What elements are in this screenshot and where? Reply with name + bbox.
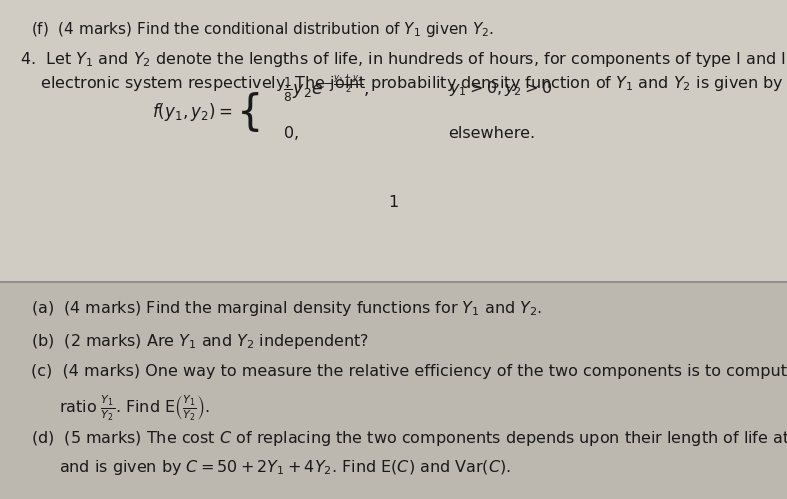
Text: $\{$: $\{$ (236, 90, 260, 134)
Text: (d)  (5 marks) The cost $C$ of replacing the two components depends upon their l: (d) (5 marks) The cost $C$ of replacing … (31, 429, 787, 448)
Text: electronic system respectively. The joint probability density function of $Y_1$ : electronic system respectively. The join… (20, 74, 783, 93)
Bar (0, 0, 787, 282)
Text: $0,$: $0,$ (283, 124, 299, 142)
Text: (a)  (4 marks) Find the marginal density functions for $Y_1$ and $Y_2$.: (a) (4 marks) Find the marginal density … (31, 299, 543, 318)
Text: (f)  (4 marks) Find the conditional distribution of $Y_1$ given $Y_2$.: (f) (4 marks) Find the conditional distr… (31, 20, 494, 39)
Text: ratio $\frac{Y_1}{Y_2}$. Find $\mathrm{E}\left(\frac{Y_1}{Y_2}\right)$.: ratio $\frac{Y_1}{Y_2}$. Find $\mathrm{E… (59, 393, 209, 423)
Text: $y_1 > 0, y_2 > 0$: $y_1 > 0, y_2 > 0$ (449, 79, 552, 98)
Text: 4.  Let $Y_1$ and $Y_2$ denote the lengths of life, in hundreds of hours, for co: 4. Let $Y_1$ and $Y_2$ denote the length… (20, 50, 787, 69)
Bar (0, 282, 787, 499)
Text: (b)  (2 marks) Are $Y_1$ and $Y_2$ independent?: (b) (2 marks) Are $Y_1$ and $Y_2$ indepe… (31, 332, 370, 351)
Text: 1: 1 (388, 195, 399, 210)
Text: (c)  (4 marks) One way to measure the relative efficiency of the two components : (c) (4 marks) One way to measure the rel… (31, 364, 787, 379)
Text: $f(y_1, y_2) = $: $f(y_1, y_2) = $ (152, 101, 232, 123)
Text: $\frac{1}{8}y_2 e^{-\frac{y_1+y_2}{2}},$: $\frac{1}{8}y_2 e^{-\frac{y_1+y_2}{2}},$ (283, 72, 370, 104)
Text: elsewhere.: elsewhere. (449, 126, 536, 141)
Text: and is given by $C = 50 + 2Y_1 + 4Y_2$. Find $\mathrm{E}(C)$ and $\mathrm{Var}(C: and is given by $C = 50 + 2Y_1 + 4Y_2$. … (59, 458, 511, 477)
